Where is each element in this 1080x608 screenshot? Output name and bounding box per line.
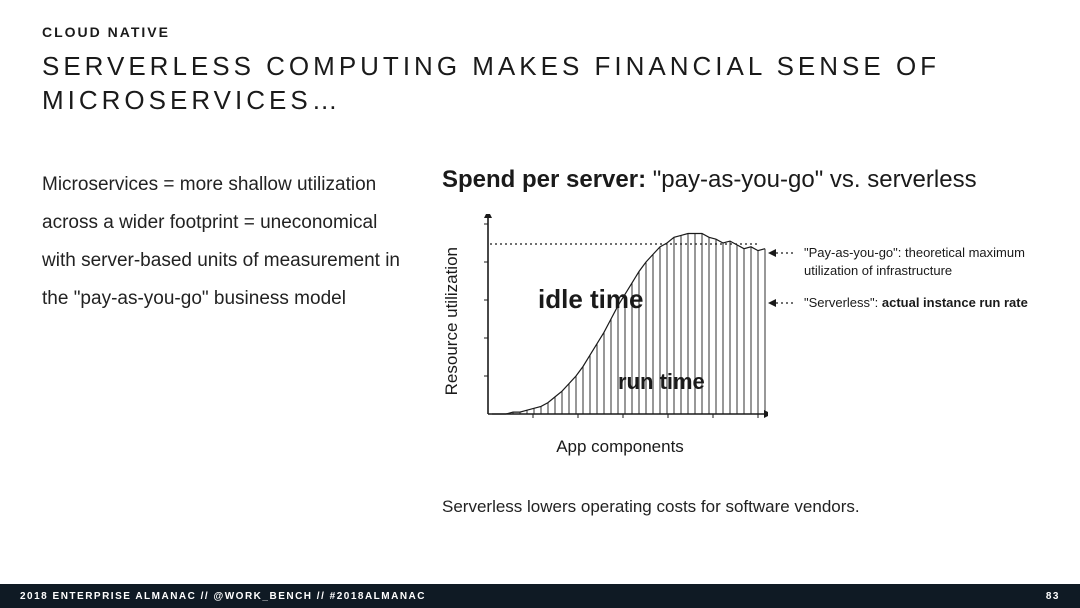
idle-time-label: idle time <box>538 284 643 315</box>
footer-left: 2018 ENTERPRISE ALMANAC // @WORK_BENCH /… <box>20 591 426 602</box>
legend-text: "Serverless": actual instance run rate <box>804 294 1028 312</box>
slide-footer: 2018 ENTERPRISE ALMANAC // @WORK_BENCH /… <box>0 584 1080 608</box>
arrow-icon <box>768 247 796 259</box>
chart-title-rest: "pay-as-you-go" vs. serverless <box>646 166 976 193</box>
footer-page-number: 83 <box>1046 591 1060 602</box>
chart-svg-wrap: Resource utilization idle time run time <box>442 214 768 429</box>
chart-block: Resource utilization idle time run time … <box>442 214 1038 457</box>
legend-row: "Pay-as-you-go": theoretical maximum uti… <box>768 244 1034 280</box>
legend-text-pre: "Serverless": <box>804 295 882 310</box>
chart-canvas-wrap: idle time run time <box>468 214 768 429</box>
body-paragraph: Microservices = more shallow utilization… <box>42 166 412 517</box>
chart-title: Spend per server: "pay-as-you-go" vs. se… <box>442 166 1038 194</box>
legend-text-pre: "Pay-as-you-go": theoretical maximum uti… <box>804 245 1025 278</box>
legend-text-bold: actual instance run rate <box>882 295 1028 310</box>
arrow-icon <box>768 297 796 309</box>
section-eyebrow: CLOUD NATIVE <box>42 24 1038 40</box>
y-axis-label: Resource utilization <box>442 247 462 395</box>
content-columns: Microservices = more shallow utilization… <box>42 166 1038 517</box>
slide-root: CLOUD NATIVE SERVERLESS COMPUTING MAKES … <box>0 0 1080 608</box>
slide-headline: SERVERLESS COMPUTING MAKES FINANCIAL SEN… <box>42 50 1038 118</box>
chart-caption: Serverless lowers operating costs for so… <box>442 497 1038 517</box>
legend-row: "Serverless": actual instance run rate <box>768 294 1034 312</box>
chart-wrap: Resource utilization idle time run time … <box>442 214 768 457</box>
chart-legend: "Pay-as-you-go": theoretical maximum uti… <box>768 214 1034 327</box>
legend-text: "Pay-as-you-go": theoretical maximum uti… <box>804 244 1034 280</box>
chart-column: Spend per server: "pay-as-you-go" vs. se… <box>442 166 1038 517</box>
run-time-label: run time <box>618 369 705 395</box>
chart-title-bold: Spend per server: <box>442 166 646 193</box>
x-axis-label: App components <box>472 437 768 457</box>
